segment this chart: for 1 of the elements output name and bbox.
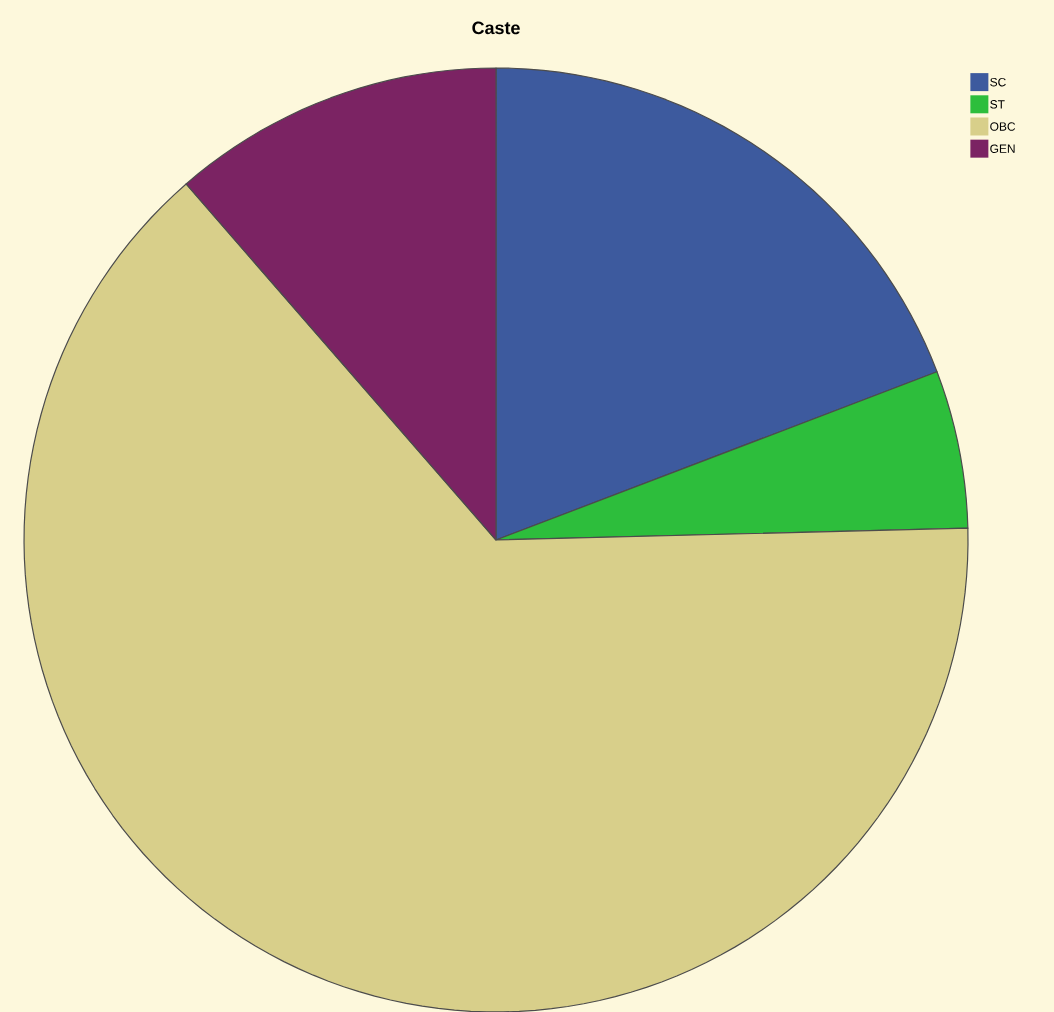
chart-title: Caste (472, 21, 520, 34)
